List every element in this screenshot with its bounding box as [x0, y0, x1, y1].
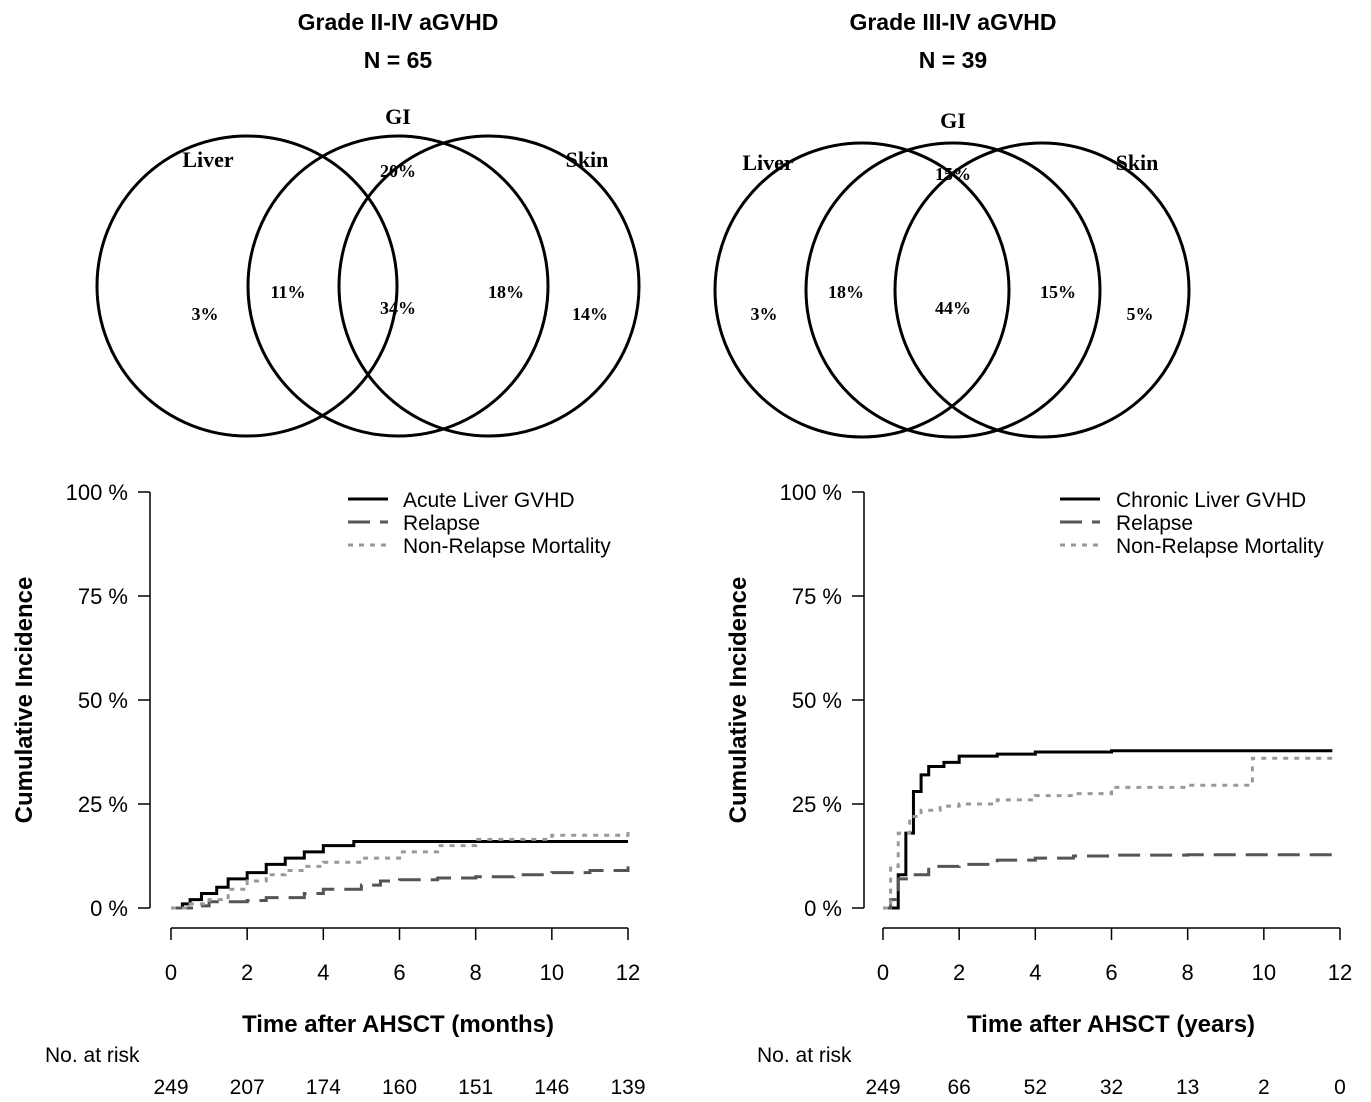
- x-tick-label: 4: [1029, 960, 1041, 985]
- venn-circle-liver: [95, 134, 399, 438]
- x-axis-title: Time after AHSCT (years): [967, 1011, 1255, 1038]
- x-axis-title: Time after AHSCT (months): [242, 1011, 554, 1038]
- series-line-relapse: [883, 853, 1333, 910]
- venn-pct-all-three: 34%: [380, 298, 416, 318]
- x-tick-label: 2: [953, 960, 965, 985]
- at-risk-value: 249: [865, 1076, 900, 1099]
- legend-label: Non-Relapse Mortality: [1116, 535, 1324, 558]
- legend-label: Acute Liver GVHD: [403, 489, 575, 512]
- incidence-chart-left: 0 % 25 % 50 % 75 % 100 % Cumulative Incidence…: [11, 480, 646, 1099]
- legend-label: Relapse: [403, 512, 480, 535]
- venn-n-label: N = 65: [364, 47, 433, 73]
- series-line-chronic-liver-gvhd: [883, 749, 1333, 910]
- series-line-relapse: [171, 866, 630, 910]
- venn-n-label: N = 39: [919, 47, 987, 73]
- x-tick-label: 8: [1182, 960, 1194, 985]
- venn-circle-skin: [893, 141, 1191, 439]
- at-risk-value: 66: [947, 1076, 970, 1099]
- venn-circle-gi: [804, 141, 1102, 439]
- at-risk-value: 174: [306, 1076, 341, 1099]
- venn-set-label-gi: GI: [385, 104, 411, 129]
- y-tick-label: 75 %: [78, 584, 128, 609]
- venn-circle-gi: [246, 134, 550, 438]
- x-tick-label: 6: [393, 960, 405, 985]
- x-tick-label: 8: [470, 960, 482, 985]
- venn-pct-gi-only: 15%: [935, 164, 971, 184]
- incidence-chart-right: 0 % 25 % 50 % 75 % 100 % Cumulative Incidence…: [725, 480, 1352, 1099]
- x-tick-label: 6: [1105, 960, 1117, 985]
- y-tick-label: 0 %: [804, 896, 842, 921]
- at-risk-label: No. at risk: [757, 1044, 852, 1067]
- venn-pct-gi-skin: 18%: [488, 282, 524, 302]
- venn-pct-liver-only: 3%: [192, 304, 219, 324]
- legend-label: Chronic Liver GVHD: [1116, 489, 1306, 512]
- at-risk-value: 151: [458, 1076, 493, 1099]
- legend-label: Relapse: [1116, 512, 1193, 535]
- x-tick-label: 2: [241, 960, 253, 985]
- series-line-non-relapse-mortality: [883, 756, 1333, 910]
- venn-pct-liver-gi: 18%: [828, 282, 864, 302]
- venn-pct-liver-only: 3%: [751, 304, 778, 324]
- y-axis-title: Cumulative Incidence: [11, 577, 38, 824]
- venn-title: Grade II-IV aGVHD: [298, 9, 499, 35]
- y-axis-title: Cumulative Incidence: [725, 577, 752, 824]
- venn-circle-liver: [713, 141, 1011, 439]
- at-risk-value: 249: [153, 1076, 188, 1099]
- y-tick-label: 25 %: [78, 792, 128, 817]
- venn-set-label-liver: Liver: [182, 147, 234, 172]
- x-tick-label: 12: [1328, 960, 1352, 985]
- y-tick-label: 50 %: [78, 688, 128, 713]
- series-line-acute-liver-gvhd: [171, 839, 628, 910]
- at-risk-value: 160: [382, 1076, 417, 1099]
- series-line-non-relapse-mortality: [171, 831, 630, 910]
- at-risk-value: 52: [1024, 1076, 1047, 1099]
- venn-pct-skin-only: 5%: [1127, 304, 1154, 324]
- venn-pct-gi-skin: 15%: [1040, 282, 1076, 302]
- at-risk-value: 32: [1100, 1076, 1123, 1099]
- venn-set-label-liver: Liver: [742, 150, 794, 175]
- venn-pct-all-three: 44%: [935, 298, 971, 318]
- y-tick-label: 50 %: [792, 688, 842, 713]
- y-tick-label: 75 %: [792, 584, 842, 609]
- at-risk-value: 13: [1176, 1076, 1199, 1099]
- x-tick-label: 4: [317, 960, 329, 985]
- at-risk-value: 146: [534, 1076, 569, 1099]
- venn-title: Grade III-IV aGVHD: [849, 9, 1056, 35]
- y-tick-label: 100 %: [66, 480, 128, 505]
- at-risk-value: 207: [230, 1076, 265, 1099]
- venn-pct-skin-only: 14%: [572, 304, 608, 324]
- venn-set-label-skin: Skin: [566, 147, 609, 172]
- venn-set-label-skin: Skin: [1116, 150, 1159, 175]
- x-tick-label: 0: [165, 960, 177, 985]
- y-tick-label: 0 %: [90, 896, 128, 921]
- venn-pct-liver-gi: 11%: [270, 282, 305, 302]
- legend-label: Non-Relapse Mortality: [403, 535, 611, 558]
- at-risk-value: 2: [1258, 1076, 1270, 1099]
- x-tick-label: 0: [877, 960, 889, 985]
- venn-set-label-gi: GI: [940, 108, 966, 133]
- x-tick-label: 12: [616, 960, 640, 985]
- at-risk-label: No. at risk: [45, 1044, 140, 1067]
- y-tick-label: 100 %: [780, 480, 842, 505]
- at-risk-value: 0: [1334, 1076, 1346, 1099]
- venn-pct-gi-only: 20%: [380, 161, 416, 181]
- venn-right: Grade III-IV aGVHD N = 39 Liver GI Skin …: [713, 9, 1191, 439]
- x-tick-label: 10: [1252, 960, 1276, 985]
- x-tick-label: 10: [540, 960, 564, 985]
- venn-left: Grade II-IV aGVHD N = 65 Liver GI Skin 3…: [95, 9, 641, 438]
- at-risk-value: 139: [610, 1076, 645, 1099]
- y-tick-label: 25 %: [792, 792, 842, 817]
- venn-circle-skin: [337, 134, 641, 438]
